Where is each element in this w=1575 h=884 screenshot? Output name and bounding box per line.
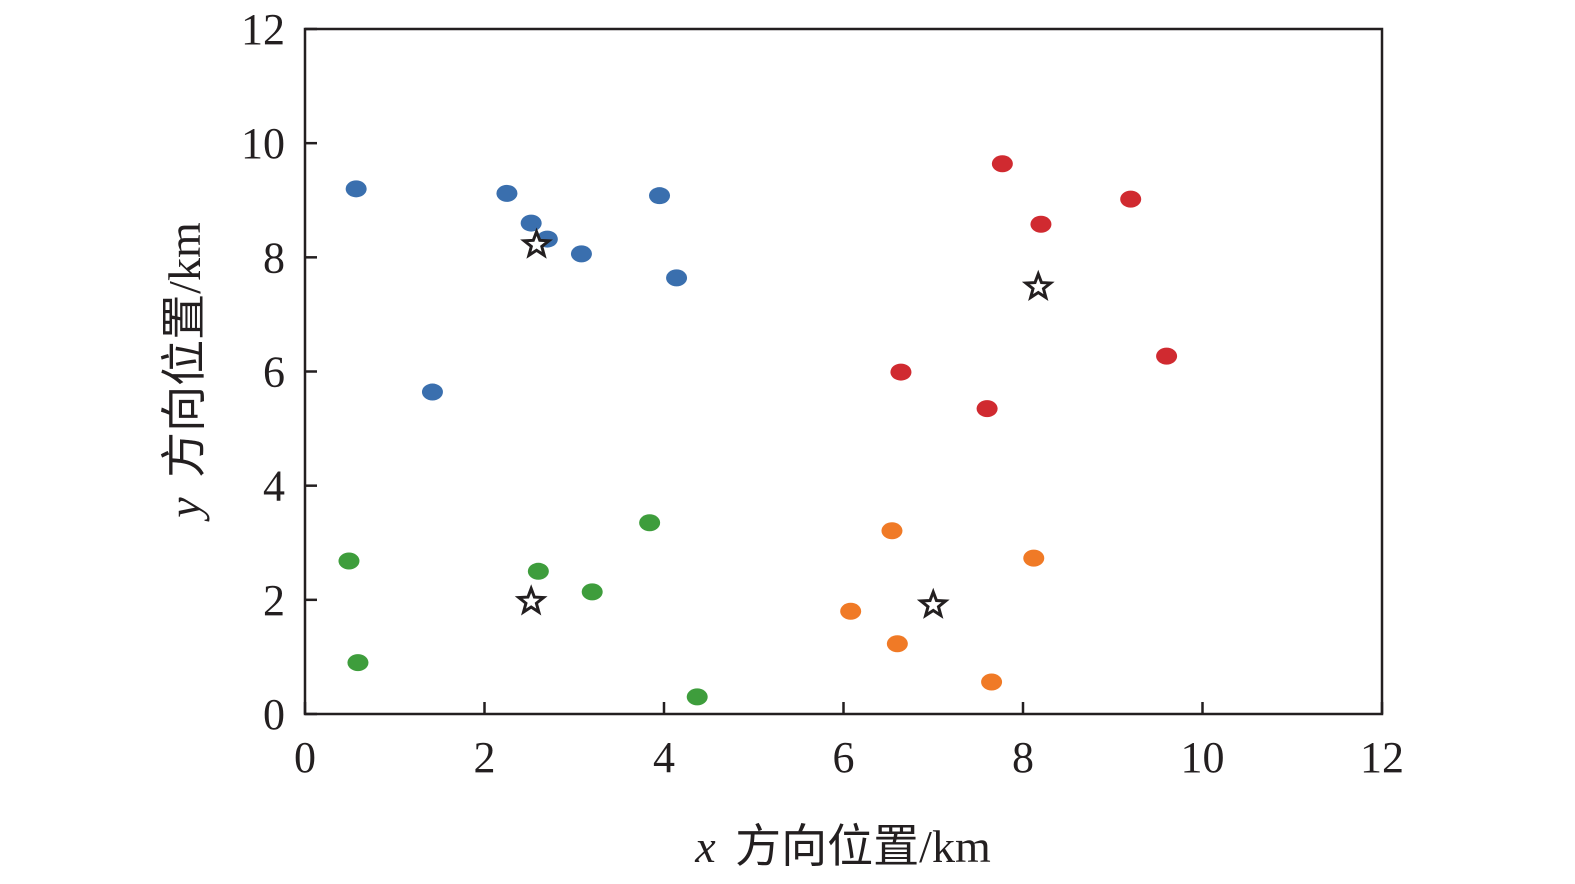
data-point [649, 187, 671, 205]
data-point [840, 602, 862, 620]
y-tick-label: 12 [241, 5, 285, 54]
x-tick-label: 0 [294, 733, 316, 782]
series-4 [514, 227, 1055, 619]
x-tick-label: 12 [1360, 733, 1404, 782]
series-1 [890, 155, 1178, 418]
x-axis-title-text: 方向位置/km [735, 821, 991, 872]
star-marker [520, 227, 553, 259]
y-tick-label: 2 [263, 576, 285, 625]
x-tick-label: 10 [1181, 733, 1225, 782]
y-tick-label: 6 [263, 348, 285, 397]
data-point [520, 214, 542, 232]
data-point [1030, 215, 1052, 233]
data-point [890, 363, 912, 381]
x-tick-label: 4 [653, 733, 675, 782]
data-point [347, 654, 369, 672]
data-point [1023, 549, 1045, 567]
x-tick-label: 6 [833, 733, 855, 782]
star-marker [916, 587, 950, 619]
y-axis-title-text: 方向位置/km [159, 222, 210, 478]
series-3 [840, 522, 1045, 691]
axes: 0 2 4 6 8 10 12 0 2 4 6 8 10 12 [241, 5, 1404, 782]
star-marker [1021, 269, 1055, 301]
data-point [421, 383, 443, 401]
x-tick-label: 2 [474, 733, 496, 782]
y-tick-label: 10 [241, 119, 285, 168]
x-tick-label: 8 [1012, 733, 1034, 782]
data-point [581, 583, 603, 601]
series-0 [345, 180, 688, 401]
data-point [881, 522, 903, 540]
data-point [666, 269, 688, 287]
data-point [981, 673, 1003, 691]
data-point [686, 688, 708, 706]
star-marker [514, 584, 548, 616]
x-axis-title: x 方向位置/km [694, 821, 991, 872]
data-point [527, 562, 549, 580]
y-tick-label: 0 [263, 690, 285, 739]
y-tick-label: 4 [263, 462, 285, 511]
x-axis-title-variable: x [694, 821, 716, 872]
data-point [1120, 190, 1142, 208]
data-point [639, 514, 661, 532]
y-axis-title-variable: y [159, 497, 210, 522]
y-tick-label: 8 [263, 233, 285, 282]
data-marks [338, 155, 1178, 706]
series-2 [338, 514, 708, 706]
data-point [345, 180, 367, 198]
data-point [496, 184, 518, 202]
data-point [976, 400, 998, 418]
data-point [886, 635, 908, 653]
data-point [1156, 347, 1178, 365]
data-point [570, 245, 592, 263]
y-axis-title: y 方向位置/km [159, 222, 210, 522]
data-point [338, 552, 360, 570]
data-point [991, 155, 1013, 173]
